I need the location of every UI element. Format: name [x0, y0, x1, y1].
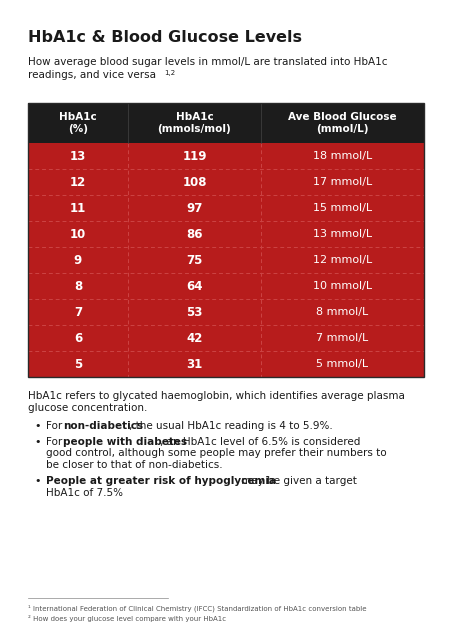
Text: ¹ International Federation of Clinical Chemistry (IFCC) Standardization of HbA1c: ¹ International Federation of Clinical C…: [28, 605, 366, 612]
Text: 12: 12: [70, 175, 86, 189]
Text: 13: 13: [70, 150, 86, 163]
Text: 86: 86: [186, 227, 202, 241]
Text: good control, although some people may prefer their numbers to: good control, although some people may p…: [46, 449, 386, 458]
Text: •: •: [34, 421, 41, 431]
Text: be closer to that of non-diabetics.: be closer to that of non-diabetics.: [46, 460, 222, 470]
Bar: [28, 247, 423, 273]
Text: 8 mmol/L: 8 mmol/L: [316, 307, 368, 317]
Text: 53: 53: [186, 305, 202, 319]
Bar: [28, 325, 423, 351]
Text: 15 mmol/L: 15 mmol/L: [312, 203, 371, 213]
Text: For: For: [46, 437, 65, 447]
Text: 8: 8: [74, 280, 82, 292]
Text: 10: 10: [70, 227, 86, 241]
Text: 6: 6: [74, 332, 82, 344]
Text: 31: 31: [186, 358, 202, 371]
Text: , an HbA1c level of 6.5% is considered: , an HbA1c level of 6.5% is considered: [160, 437, 359, 447]
Text: 12 mmol/L: 12 mmol/L: [312, 255, 371, 265]
Text: glucose concentration.: glucose concentration.: [28, 403, 147, 413]
Text: 5 mmol/L: 5 mmol/L: [316, 359, 368, 369]
Bar: [28, 195, 423, 221]
Text: HbA1c of 7.5%: HbA1c of 7.5%: [46, 488, 123, 498]
Bar: [28, 221, 423, 247]
Text: 13 mmol/L: 13 mmol/L: [312, 229, 371, 239]
Text: 97: 97: [186, 202, 202, 214]
Text: •: •: [34, 477, 41, 486]
Bar: [28, 143, 423, 169]
Text: may be given a target: may be given a target: [238, 477, 356, 486]
Text: people with diabetes: people with diabetes: [63, 437, 187, 447]
Text: HbA1c
(mmols/mol): HbA1c (mmols/mol): [157, 112, 231, 134]
Text: For: For: [46, 421, 65, 431]
Text: 11: 11: [70, 202, 86, 214]
Text: 64: 64: [186, 280, 202, 292]
Text: , the usual HbA1c reading is 4 to 5.9%.: , the usual HbA1c reading is 4 to 5.9%.: [129, 421, 332, 431]
Text: HbA1c
(%): HbA1c (%): [59, 112, 97, 134]
Text: People at greater risk of hypoglycemia: People at greater risk of hypoglycemia: [46, 477, 276, 486]
Text: 108: 108: [182, 175, 206, 189]
Text: readings, and vice versa: readings, and vice versa: [28, 70, 156, 80]
Text: 10 mmol/L: 10 mmol/L: [312, 281, 371, 291]
Text: 42: 42: [186, 332, 202, 344]
Bar: [28, 169, 423, 195]
Text: 9: 9: [74, 253, 82, 266]
Text: non-diabetics: non-diabetics: [63, 421, 143, 431]
Text: 1,2: 1,2: [164, 70, 175, 76]
Bar: [28, 103, 423, 143]
Text: Ave Blood Glucose
(mmol/L): Ave Blood Glucose (mmol/L): [288, 112, 396, 134]
Bar: [28, 299, 423, 325]
Text: 7 mmol/L: 7 mmol/L: [316, 333, 368, 343]
Bar: [28, 351, 423, 377]
Text: How average blood sugar levels in mmol/L are translated into HbA1c: How average blood sugar levels in mmol/L…: [28, 57, 387, 67]
Text: 119: 119: [182, 150, 206, 163]
Text: •: •: [34, 437, 41, 447]
Text: 17 mmol/L: 17 mmol/L: [312, 177, 371, 187]
Text: 5: 5: [74, 358, 82, 371]
Text: HbA1c refers to glycated haemoglobin, which identifies average plasma: HbA1c refers to glycated haemoglobin, wh…: [28, 391, 404, 401]
Text: ² How does your glucose level compare with your HbA1c: ² How does your glucose level compare wi…: [28, 615, 226, 622]
Bar: [28, 273, 423, 299]
Text: 7: 7: [74, 305, 82, 319]
Text: 18 mmol/L: 18 mmol/L: [312, 151, 371, 161]
Text: HbA1c & Blood Glucose Levels: HbA1c & Blood Glucose Levels: [28, 30, 301, 45]
Bar: [28, 103, 423, 377]
Text: 75: 75: [186, 253, 202, 266]
